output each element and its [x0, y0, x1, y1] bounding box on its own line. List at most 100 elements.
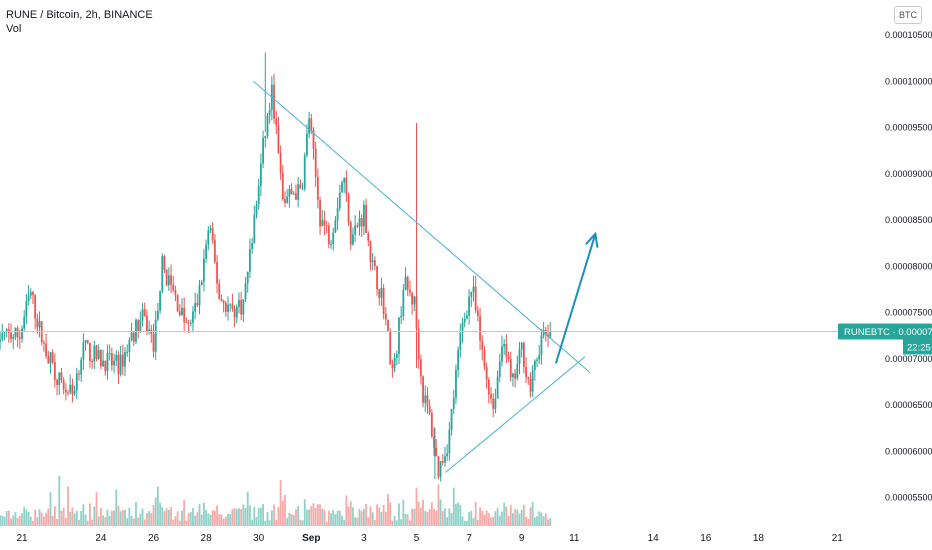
candle-body: [91, 361, 94, 363]
candle-body: [389, 330, 392, 365]
volume-bar: [435, 510, 438, 526]
volume-bar: [216, 505, 218, 526]
candle-body: [126, 351, 129, 353]
candle-body: [314, 148, 317, 177]
volume-bar: [23, 506, 26, 526]
volume-bar: [321, 508, 324, 526]
candle-body: [514, 373, 517, 379]
candle-body: [97, 350, 100, 359]
volume-bar: [347, 506, 350, 526]
candle-body: [16, 327, 19, 338]
x-tick-label: 16: [700, 533, 712, 544]
volume-bar: [270, 510, 273, 526]
candle-body: [106, 353, 109, 372]
candle-body: [295, 193, 297, 200]
candle-body: [435, 448, 438, 457]
volume-bar: [154, 497, 157, 526]
volume-bar: [391, 520, 394, 526]
candle-body: [485, 366, 488, 380]
candle-body: [56, 379, 58, 386]
candle-body: [325, 225, 328, 227]
candle-body: [439, 461, 442, 477]
candle-body: [121, 354, 124, 367]
candle-body: [200, 281, 203, 286]
volume-bar: [448, 508, 451, 526]
volume-bar: [3, 516, 6, 526]
volume-bar: [341, 515, 343, 526]
volume-bar: [12, 515, 15, 526]
candle-body: [455, 370, 457, 398]
candle-body: [12, 337, 15, 339]
volume-bar: [290, 514, 293, 526]
candle-body: [450, 408, 453, 430]
candle-body: [527, 376, 530, 379]
volume-bar: [487, 513, 490, 526]
candle-body: [235, 306, 238, 318]
volume-bar: [233, 508, 236, 526]
candle-body: [483, 349, 486, 367]
volume-bar: [463, 520, 466, 526]
volume-bar: [468, 512, 470, 526]
candle-body: [89, 342, 91, 362]
volume-bar: [251, 519, 254, 526]
x-tick-label: 3: [361, 533, 367, 544]
candle-body: [25, 301, 28, 317]
candle-body: [476, 310, 479, 316]
candle-body: [457, 350, 460, 371]
candle-body: [395, 354, 398, 358]
volume-bar: [336, 510, 339, 526]
volume-bar: [415, 487, 418, 526]
candle-body: [209, 228, 212, 231]
candle-body: [544, 329, 547, 335]
candle-body: [167, 275, 170, 286]
candle-body: [338, 192, 341, 209]
candle-body: [82, 342, 85, 360]
candle-body: [141, 309, 144, 320]
candle-body: [213, 240, 216, 262]
volume-bar: [255, 517, 258, 526]
volume-bar: [303, 499, 306, 526]
volume-bar: [115, 489, 118, 526]
projection-arrow-shaft: [554, 233, 597, 364]
candle-body: [64, 389, 67, 393]
candle-body: [130, 332, 133, 340]
volume-bar: [209, 514, 212, 526]
volume-bar: [479, 507, 481, 526]
volume-bar: [141, 508, 144, 526]
volume-bar: [152, 505, 155, 526]
volume-bar: [417, 501, 420, 526]
volume-bar: [446, 517, 449, 526]
volume-bar: [40, 512, 43, 526]
candle-body: [492, 398, 495, 409]
volume-bar: [518, 513, 521, 526]
currency-badge[interactable]: BTC: [894, 6, 922, 24]
volume-bar: [422, 499, 424, 526]
candle-body: [273, 84, 275, 119]
volume-bar: [174, 516, 177, 526]
volume-bar: [352, 507, 354, 526]
candle-body: [51, 352, 54, 363]
candle-body: [238, 299, 240, 307]
volume-bar: [91, 519, 94, 526]
candle-body: [297, 184, 300, 200]
candle-body: [470, 292, 473, 297]
candle-body: [84, 340, 87, 343]
candle-body: [349, 222, 352, 245]
volume-bar: [69, 511, 72, 526]
candle-body: [433, 436, 435, 449]
volume-bar: [323, 509, 326, 526]
candle-body: [139, 319, 142, 332]
volume-bar: [196, 511, 199, 526]
volume-bar: [284, 494, 286, 526]
volume-bar: [301, 520, 304, 526]
drawings: [0, 80, 880, 473]
volume-bar: [503, 502, 506, 526]
volume-bar: [80, 511, 83, 526]
candle-body: [319, 200, 321, 227]
candle-body: [14, 327, 17, 338]
volume-bar: [95, 492, 98, 526]
volume-bar: [238, 508, 240, 526]
candle-body: [373, 260, 376, 267]
volume-bar: [413, 508, 416, 526]
